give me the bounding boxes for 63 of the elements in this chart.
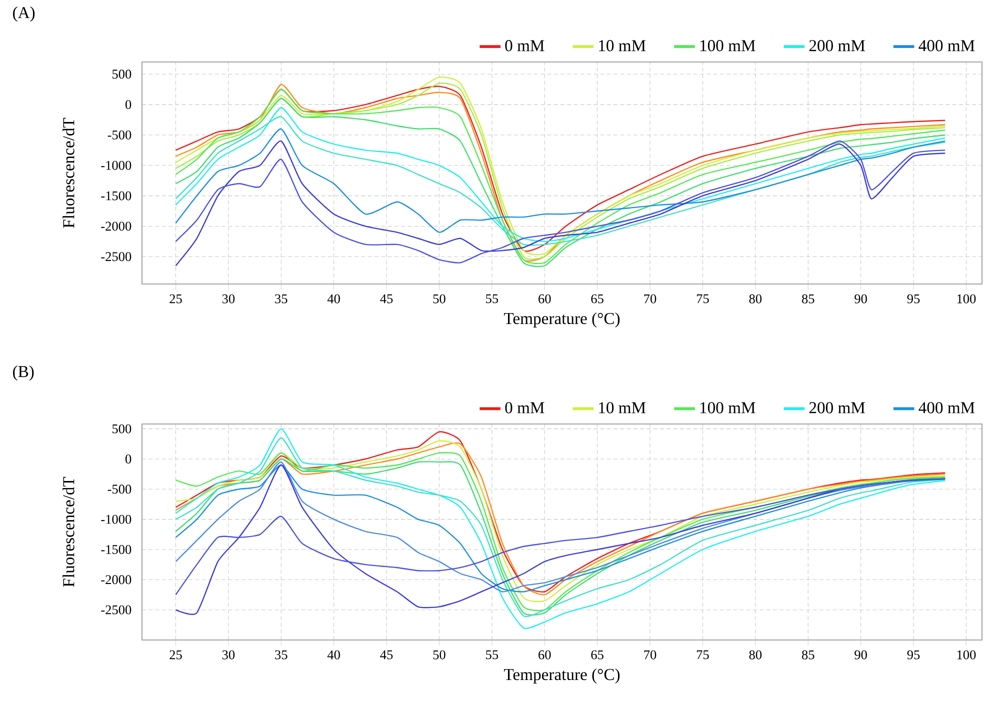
x-axis-title: Temperature (°C)	[504, 312, 620, 328]
legend-label: 0 mM	[505, 402, 544, 414]
legend-label: 400 mM	[918, 40, 975, 52]
x-tick-label: 95	[907, 294, 920, 304]
x-tick-label: 55	[486, 294, 498, 304]
x-tick-label: 75	[696, 294, 709, 304]
line-series	[175, 128, 946, 233]
x-tick-label: 60	[538, 294, 551, 304]
x-tick-label: 55	[486, 650, 498, 660]
x-tick-label: 50	[433, 650, 446, 660]
x-axis-title: Temperature (°C)	[504, 668, 620, 684]
x-tick-label: 100	[957, 650, 976, 660]
legend-label: 200 mM	[809, 40, 865, 52]
y-tick-label: -2000	[101, 222, 132, 231]
y-tick-label: -500	[108, 130, 132, 140]
x-tick-label: 45	[380, 294, 393, 304]
y-tick-label: -1500	[101, 545, 132, 554]
x-tick-label: 65	[591, 294, 604, 304]
x-tick-label: 35	[275, 294, 288, 304]
legend-label: 0 mM	[505, 40, 544, 52]
x-tick-label: 30	[222, 650, 235, 660]
y-tick-label: -2500	[101, 605, 132, 614]
x-tick-label: 75	[696, 650, 709, 660]
legend-label: 10 mM	[599, 40, 646, 52]
legend-label: 100 mM	[700, 402, 756, 414]
x-tick-label: 35	[275, 650, 288, 660]
x-tick-label: 80	[749, 650, 762, 660]
legend-label: 100 mM	[700, 40, 756, 52]
x-tick-label: 90	[854, 650, 867, 660]
y-tick-label: -500	[108, 484, 132, 494]
y-axis-title: Fluorescence/dT	[62, 118, 74, 228]
x-tick-label: 45	[380, 650, 393, 660]
y-tick-label: -2500	[101, 252, 132, 262]
y-tick-label: -2000	[101, 575, 132, 584]
x-tick-label: 85	[802, 294, 814, 304]
x-tick-label: 25	[170, 650, 182, 660]
x-tick-label: 60	[538, 650, 551, 660]
x-tick-label: 80	[749, 294, 762, 304]
legend-label: 400 mM	[918, 402, 975, 414]
y-tick-label: -1500	[101, 191, 132, 200]
y-tick-label: 0	[125, 454, 132, 464]
x-tick-label: 70	[644, 650, 656, 660]
legend-label: 200 mM	[809, 402, 865, 414]
y-tick-label: -1000	[101, 514, 132, 524]
x-tick-label: 100	[957, 294, 976, 304]
chart-title: (B)	[13, 366, 34, 381]
chart-title: (A)	[13, 6, 35, 22]
x-tick-label: 85	[802, 650, 814, 660]
x-tick-label: 25	[170, 294, 182, 304]
y-tick-label: 0	[125, 100, 132, 110]
x-tick-label: 40	[327, 294, 340, 304]
legend-label: 10 mM	[599, 402, 646, 414]
x-tick-label: 70	[644, 294, 656, 304]
y-tick-label: 500	[112, 424, 132, 434]
x-tick-label: 95	[907, 650, 920, 660]
x-tick-label: 30	[222, 294, 235, 304]
x-tick-label: 50	[433, 294, 446, 304]
y-tick-label: 500	[112, 70, 132, 79]
x-tick-label: 90	[854, 294, 867, 304]
x-tick-label: 40	[327, 650, 340, 660]
y-axis-title: Fluorescence/dT	[62, 476, 74, 587]
y-tick-label: -1000	[101, 160, 132, 170]
x-tick-label: 65	[591, 650, 604, 660]
